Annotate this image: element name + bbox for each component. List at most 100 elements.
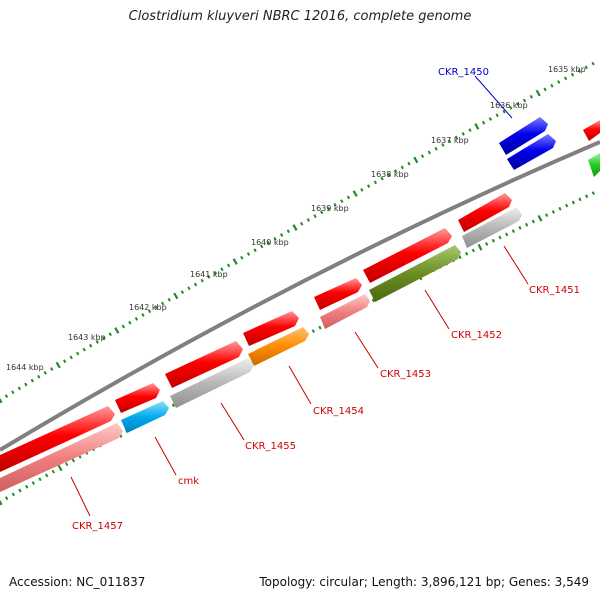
gene-label-ckr-1453[interactable]: CKR_1453 (380, 369, 431, 380)
scale-tick (570, 72, 575, 77)
scale-tick (102, 336, 106, 340)
gene-cmk-feature[interactable] (121, 401, 169, 433)
scale-tick (167, 297, 171, 302)
scale-tick (333, 202, 337, 207)
gene-ckr-1451-red[interactable] (458, 193, 512, 232)
inner-track-tick (51, 469, 55, 474)
genome-backbone (0, 140, 600, 452)
gene-ckr-1449-arrow[interactable] (507, 134, 556, 170)
kbp-label-1641: 1641 kbp (190, 270, 228, 279)
scale-tick (4, 394, 9, 398)
gene-ckr-1453-feature[interactable] (320, 294, 370, 329)
scale-tick (550, 83, 554, 88)
scale-tick (516, 102, 520, 107)
gene-ckr-1455-red[interactable] (165, 341, 243, 388)
scale-tick (292, 224, 298, 231)
scale-tick (320, 210, 324, 215)
gene-green-arrow[interactable] (588, 153, 600, 177)
inner-track-tick (25, 484, 29, 489)
scale-tick (543, 87, 547, 92)
gene-label-ckr-1454[interactable]: CKR_1454 (313, 406, 364, 417)
gene-ckr-1453-red[interactable] (314, 278, 362, 310)
inner-track-tick (311, 329, 315, 333)
scale-track (0, 61, 595, 404)
leader-line-ckr-1453 (354, 331, 379, 369)
scale-tick (366, 184, 371, 188)
gene-labels: CKR_1450 CKR_1451 CKR_1452 CKR_1453 CKR_… (72, 67, 580, 532)
scale-tick (43, 370, 47, 375)
gene-red-edge-arrow[interactable] (583, 120, 600, 141)
gene-cmk-red[interactable] (115, 383, 160, 413)
scale-tick (407, 161, 411, 166)
leader-line-ckr-1455 (220, 402, 245, 441)
gene-label-ckr-1452[interactable]: CKR_1452 (451, 330, 502, 341)
inner-track-tick (491, 238, 495, 243)
accession-text: Accession: NC_011837 (9, 575, 146, 589)
inner-track-tick (477, 243, 483, 251)
gene-ckr-1457-red[interactable] (0, 406, 115, 472)
scale-tick (577, 69, 581, 73)
scale-tick (180, 290, 185, 294)
scale-tick (300, 221, 304, 226)
gene-label-ckr-1457[interactable]: CKR_1457 (72, 521, 123, 532)
inner-track-tick (38, 477, 42, 482)
scale-tick (591, 61, 595, 66)
scale-tick (121, 324, 126, 329)
gene-arrows (0, 117, 600, 492)
scale-tick (393, 169, 398, 173)
scale-tick (89, 343, 93, 348)
scale-tick (474, 123, 480, 130)
inner-track-tick (18, 488, 22, 493)
scale-tick (400, 165, 404, 170)
gene-ckr-1457-feature[interactable] (0, 423, 123, 492)
scale-tick (326, 206, 331, 211)
gene-ckr-1455-feature[interactable] (170, 358, 254, 408)
scale-tick (495, 113, 499, 118)
gene-ckr-1450-arrow[interactable] (499, 117, 548, 155)
inner-track-tick (498, 235, 502, 240)
gene-label-ckr-1450[interactable]: CKR_1450 (438, 67, 489, 78)
inner-track-tick (558, 206, 562, 211)
scale-tick (134, 316, 139, 321)
inner-track-tick (571, 200, 575, 205)
scale-tick (82, 347, 86, 352)
gene-ckr-1452-red[interactable] (363, 228, 452, 283)
scale-tick (461, 131, 465, 136)
leader-line-cmk (154, 436, 177, 476)
scale-tick (557, 80, 561, 84)
scale-tick (55, 361, 61, 369)
inner-track-tick (71, 458, 75, 463)
inner-track (0, 191, 595, 506)
gene-label-cmk[interactable]: cmk (178, 476, 199, 487)
kbp-label-1635: 1635 kbp (548, 65, 586, 74)
leader-line-ckr-1450 (474, 75, 513, 119)
inner-track-tick (11, 492, 15, 497)
scale-tick (160, 301, 165, 306)
scale-tick (260, 244, 264, 249)
scale-tick (187, 286, 191, 291)
scale-tick (173, 292, 179, 300)
gene-ckr-1454-feature[interactable] (248, 327, 309, 366)
inner-track-tick (371, 298, 375, 303)
scale-tick (147, 309, 152, 314)
inner-track-tick (31, 481, 35, 485)
scale-tick (226, 263, 231, 268)
inner-track-tick (458, 255, 462, 259)
gene-ckr-1451-feature[interactable] (462, 207, 522, 248)
scale-tick (50, 367, 54, 371)
leader-line-ckr-1452 (424, 289, 450, 330)
gene-label-ckr-1455[interactable]: CKR_1455 (245, 441, 296, 452)
gene-label-ckr-1451[interactable]: CKR_1451 (529, 285, 580, 296)
scale-tick (413, 156, 419, 164)
gene-ckr-1452-feature[interactable] (369, 245, 461, 302)
scale-tick (380, 176, 384, 181)
scale-tick (313, 214, 317, 219)
kbp-label-1638: 1638 kbp (371, 170, 409, 179)
scale-tick (306, 218, 311, 222)
inner-track-tick (591, 191, 595, 195)
page-title: Clostridium kluyveri NBRC 12016, complet… (128, 9, 472, 24)
kbp-label-1639: 1639 kbp (311, 204, 349, 213)
gene-ckr-1454-red[interactable] (243, 311, 299, 346)
